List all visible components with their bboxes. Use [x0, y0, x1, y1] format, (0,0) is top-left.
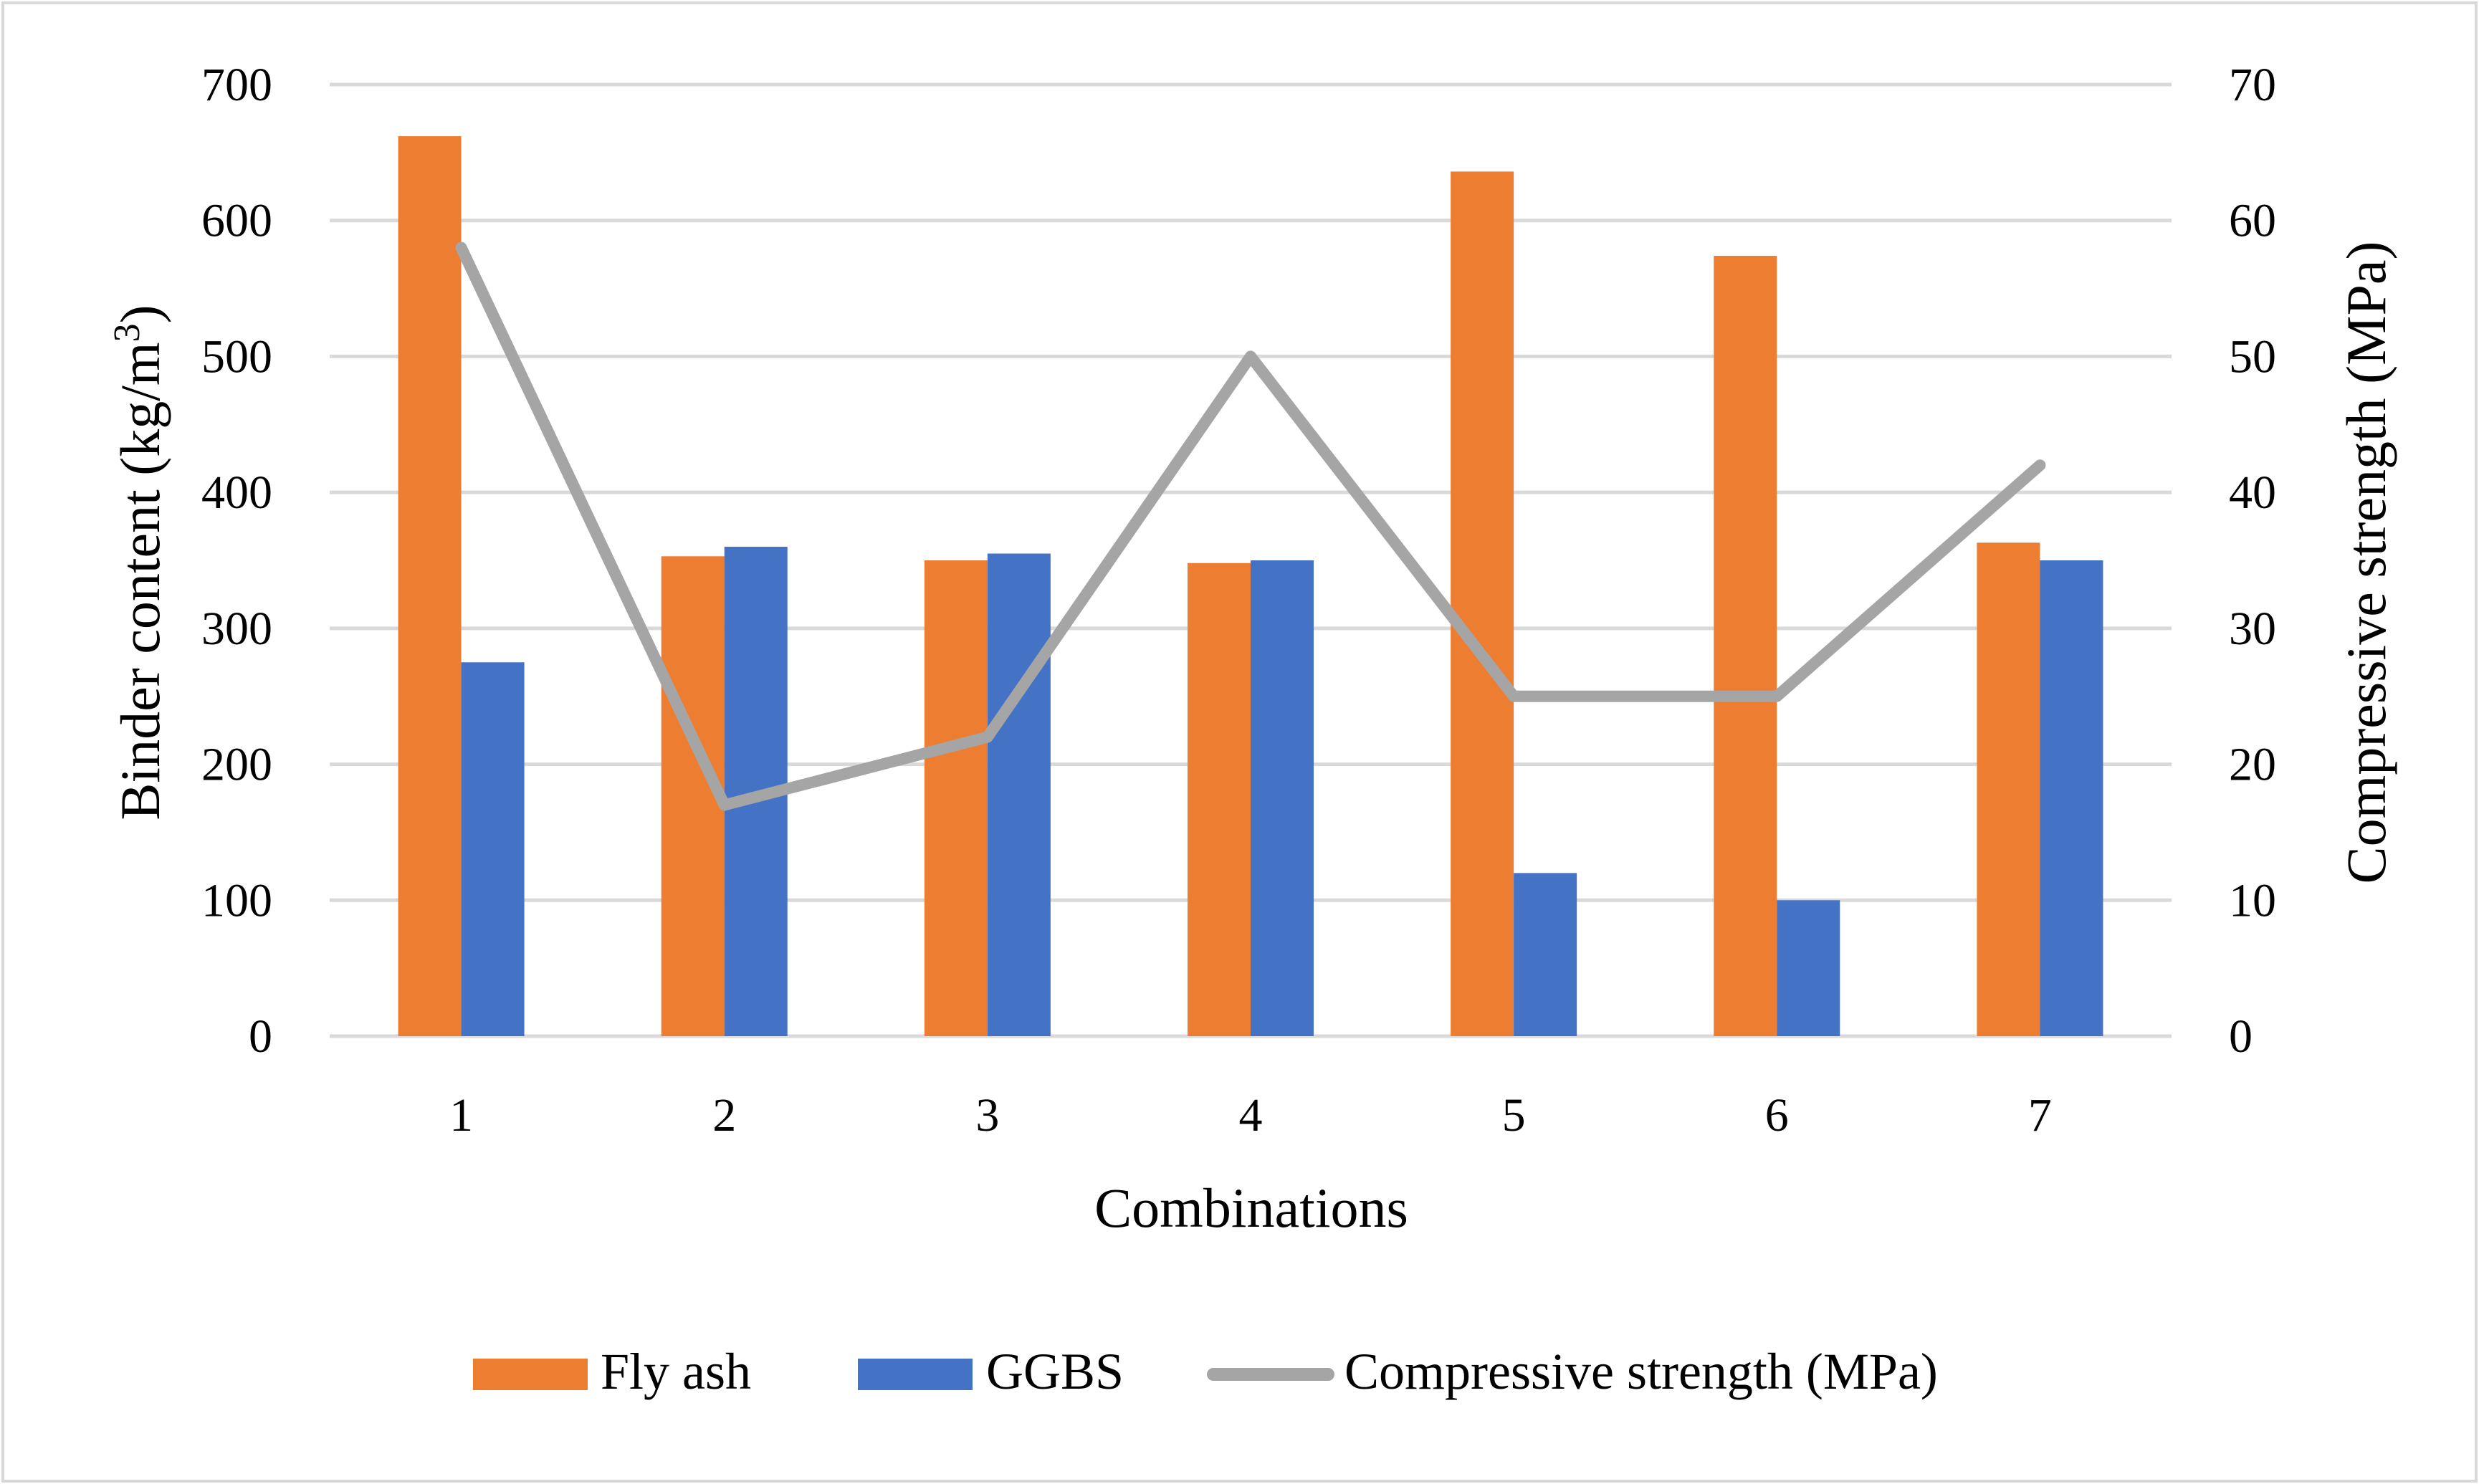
legend-swatch-ggbs	[858, 1359, 973, 1390]
line-point-compressive-strength-2	[723, 804, 725, 806]
bar-fly-ash-1	[398, 136, 462, 1036]
y2-tick-label-60: 60	[2229, 195, 2276, 247]
bar-ggbs-4	[1251, 560, 1314, 1036]
bar-ggbs-1	[461, 662, 525, 1036]
y-tick-label-0: 0	[249, 1010, 272, 1063]
bar-fly-ash-4	[1188, 563, 1251, 1036]
bar-fly-ash-5	[1451, 171, 1514, 1037]
line-point-compressive-strength-6	[1776, 695, 1778, 697]
y-tick-label-600: 600	[201, 195, 272, 247]
x-tick-label-1: 1	[449, 1089, 473, 1141]
y-tick-label-700: 700	[201, 59, 272, 111]
bar-ggbs-7	[2040, 560, 2103, 1036]
y2-tick-label-10: 10	[2229, 874, 2276, 927]
legend-swatch-fly-ash	[473, 1359, 588, 1390]
legend-label-fly-ash: Fly ash	[601, 1343, 751, 1400]
y-tick-label-500: 500	[201, 330, 272, 383]
line-point-compressive-strength-1	[460, 246, 462, 249]
y2-axis-title: Compressive strength (MPa)	[2335, 241, 2397, 884]
legend: Fly ash GGBS Compressive strength (MPa)	[473, 1343, 1938, 1400]
tick-labels: 0 100 200 300 400 500 600 700 0 10 20 30 40 50 60 70 1 2 3…	[201, 59, 2276, 1141]
y-axis-title: Binder content (kg/m3)	[107, 305, 172, 820]
x-tick-label-2: 2	[712, 1089, 736, 1141]
y-tick-label-300: 300	[201, 603, 272, 655]
bar-ggbs-5	[1514, 873, 1577, 1036]
y2-tick-label-50: 50	[2229, 330, 2276, 383]
legend-label-ggbs: GGBS	[986, 1343, 1124, 1400]
x-tick-label-5: 5	[1502, 1089, 1526, 1141]
bar-ggbs-6	[1777, 900, 1840, 1036]
line-point-compressive-strength-5	[1513, 695, 1515, 697]
y2-tick-label-0: 0	[2229, 1010, 2253, 1063]
bar-fly-ash-3	[924, 560, 988, 1036]
y2-tick-label-30: 30	[2229, 603, 2276, 655]
y-tick-label-200: 200	[201, 739, 272, 791]
x-tick-label-4: 4	[1239, 1089, 1263, 1141]
y-tick-label-400: 400	[201, 466, 272, 519]
y2-tick-label-40: 40	[2229, 466, 2276, 519]
x-axis-title: Combinations	[1094, 1177, 1408, 1239]
x-tick-label-3: 3	[975, 1089, 999, 1141]
bar-fly-ash-6	[1714, 256, 1777, 1036]
bar-fly-ash-7	[1977, 542, 2040, 1036]
x-tick-label-7: 7	[2028, 1089, 2052, 1141]
line-point-compressive-strength-4	[1250, 355, 1251, 358]
line-point-compressive-strength-3	[986, 736, 988, 738]
y2-tick-label-70: 70	[2229, 59, 2276, 111]
line-series	[455, 241, 2046, 811]
x-tick-label-6: 6	[1765, 1089, 1789, 1141]
y-tick-label-100: 100	[201, 874, 272, 927]
y2-tick-label-20: 20	[2229, 739, 2276, 791]
legend-label-compressive-strength: Compressive strength (MPa)	[1344, 1343, 1938, 1400]
bar-ggbs-3	[987, 553, 1051, 1036]
line-point-compressive-strength-7	[2039, 464, 2041, 466]
